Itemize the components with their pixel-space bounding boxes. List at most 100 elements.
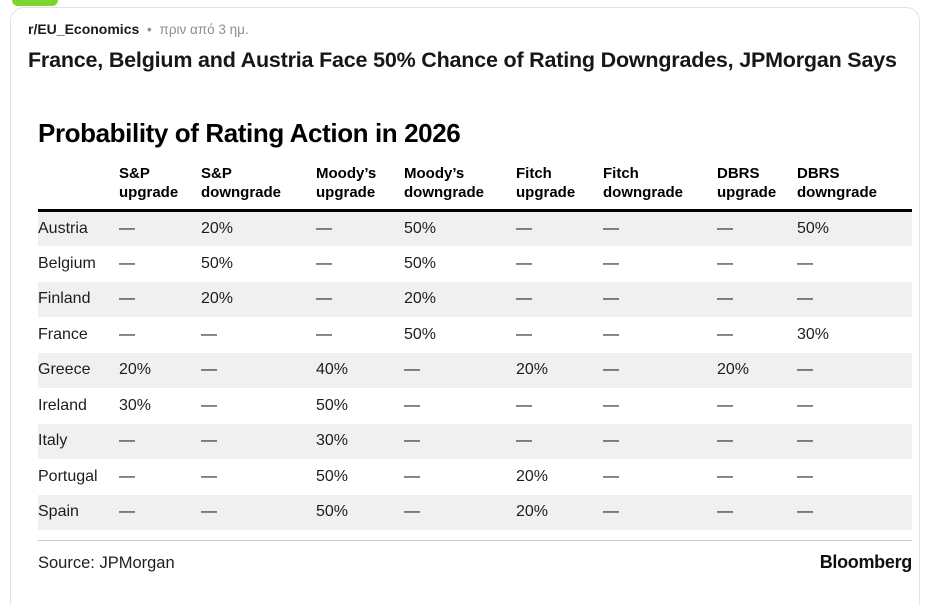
value-cell: — xyxy=(797,290,813,308)
value-cell: — xyxy=(201,396,217,414)
col-header-moodys-upgrade: Moody’s upgrade xyxy=(316,165,377,201)
post-title[interactable]: France, Belgium and Austria Face 50% Cha… xyxy=(28,48,897,72)
value-cell: — xyxy=(119,220,135,237)
value-cell: — xyxy=(603,325,619,343)
value-cell: — xyxy=(404,396,420,414)
value-cell: — xyxy=(516,220,532,237)
table-row: Portugal — — 50% — 20% — — — xyxy=(38,459,912,495)
value-cell: — xyxy=(717,325,733,343)
country-header xyxy=(38,164,119,211)
value-cell: — xyxy=(797,503,813,521)
col-header-moodys-downgrade: Moody’s downgrade xyxy=(404,165,485,201)
col-header-dbrs-upgrade: DBRS upgrade xyxy=(717,165,777,201)
value-cell: — xyxy=(717,254,733,272)
figure-title: Probability of Rating Action in 2026 xyxy=(38,118,461,148)
col-header-sp-downgrade: S&P downgrade xyxy=(201,165,282,201)
value-cell: 50% xyxy=(316,396,349,414)
value-cell: — xyxy=(603,396,619,414)
country-cell: France xyxy=(38,325,88,343)
value-cell: — xyxy=(516,396,532,414)
post-card: r/EU_Economics • πριν από 3 ημ. France, … xyxy=(10,7,920,605)
value-cell: 40% xyxy=(316,361,349,379)
value-cell: — xyxy=(717,220,733,237)
col-header-fitch-upgrade: Fitch upgrade xyxy=(516,165,576,201)
value-cell: 20% xyxy=(119,361,152,379)
value-cell: 20% xyxy=(516,503,549,521)
value-cell: — xyxy=(516,432,532,450)
country-cell: Greece xyxy=(38,361,91,379)
value-cell: 50% xyxy=(316,467,349,485)
value-cell: 50% xyxy=(797,220,830,237)
bloomberg-figure: Probability of Rating Action in 2026 xyxy=(28,118,912,573)
value-cell: — xyxy=(603,220,619,237)
ratings-table: S&P upgrade S&P downgrade Moody’s upgrade M… xyxy=(38,164,912,530)
col-header-fitch-downgrade: Fitch downgrade xyxy=(603,165,684,201)
cropped-green-badge xyxy=(12,0,58,6)
value-cell: — xyxy=(316,325,332,343)
value-cell: 20% xyxy=(717,361,750,379)
value-cell: — xyxy=(797,467,813,485)
value-cell: — xyxy=(516,290,532,308)
country-cell: Finland xyxy=(38,290,91,308)
value-cell: 50% xyxy=(404,254,437,272)
value-cell: — xyxy=(119,503,135,521)
value-cell: — xyxy=(201,467,217,485)
value-cell: — xyxy=(797,432,813,450)
country-cell: Austria xyxy=(38,220,88,237)
country-cell: Spain xyxy=(38,503,79,521)
table-row: Spain — — 50% — 20% — — — xyxy=(38,494,912,530)
meta-separator: • xyxy=(147,22,152,37)
value-cell: — xyxy=(603,361,619,379)
table-body: Austria — 20% — 50% — — — 50% Belgium — 50% — 50% —… xyxy=(38,210,912,530)
table-row: Greece 20% — 40% — 20% — 20% — xyxy=(38,352,912,388)
value-cell: — xyxy=(717,467,733,485)
value-cell: — xyxy=(717,503,733,521)
value-cell: 20% xyxy=(201,290,234,308)
value-cell: — xyxy=(404,432,420,450)
value-cell: 20% xyxy=(516,467,549,485)
value-cell: — xyxy=(201,503,217,521)
value-cell: — xyxy=(201,432,217,450)
subreddit-link[interactable]: r/EU_Economics xyxy=(28,21,140,37)
value-cell: — xyxy=(119,432,135,450)
value-cell: — xyxy=(119,254,135,272)
value-cell: — xyxy=(119,467,135,485)
header-row: S&P upgrade S&P downgrade Moody’s upgrade M… xyxy=(38,164,912,211)
value-cell: 50% xyxy=(404,220,437,237)
post-meta: r/EU_Economics • πριν από 3 ημ. xyxy=(28,21,901,37)
source-label: Source: JPMorgan xyxy=(38,554,175,572)
bloomberg-logo: Bloomberg xyxy=(819,552,913,572)
value-cell: — xyxy=(516,254,532,272)
value-cell: — xyxy=(797,396,813,414)
table-row: Belgium — 50% — 50% — — — — xyxy=(38,246,912,282)
value-cell: — xyxy=(603,290,619,308)
value-cell: — xyxy=(201,325,217,343)
value-cell: — xyxy=(603,503,619,521)
value-cell: — xyxy=(316,290,332,308)
value-cell: — xyxy=(797,254,813,272)
value-cell: 50% xyxy=(404,325,437,343)
country-cell: Italy xyxy=(38,432,68,450)
col-header-dbrs-downgrade: DBRS downgrade xyxy=(797,165,878,201)
value-cell: 30% xyxy=(119,396,152,414)
value-cell: — xyxy=(404,467,420,485)
value-cell: 20% xyxy=(201,220,234,237)
country-cell: Portugal xyxy=(38,467,98,485)
country-cell: Ireland xyxy=(38,396,87,414)
value-cell: — xyxy=(603,467,619,485)
value-cell: — xyxy=(717,396,733,414)
country-cell: Belgium xyxy=(38,254,96,272)
post-timestamp: πριν από 3 ημ. xyxy=(159,22,249,37)
table-row: Ireland 30% — 50% — — — — — xyxy=(38,388,912,424)
table-row: Finland — 20% — 20% — — — — xyxy=(38,281,912,317)
value-cell: — xyxy=(603,254,619,272)
value-cell: 50% xyxy=(316,503,349,521)
value-cell: 30% xyxy=(797,325,830,343)
value-cell: — xyxy=(603,432,619,450)
value-cell: — xyxy=(316,254,332,272)
value-cell: 20% xyxy=(404,290,437,308)
figure-footer: Source: JPMorgan Bloomberg xyxy=(38,540,912,573)
value-cell: — xyxy=(404,503,420,521)
value-cell: — xyxy=(717,290,733,308)
value-cell: — xyxy=(404,361,420,379)
